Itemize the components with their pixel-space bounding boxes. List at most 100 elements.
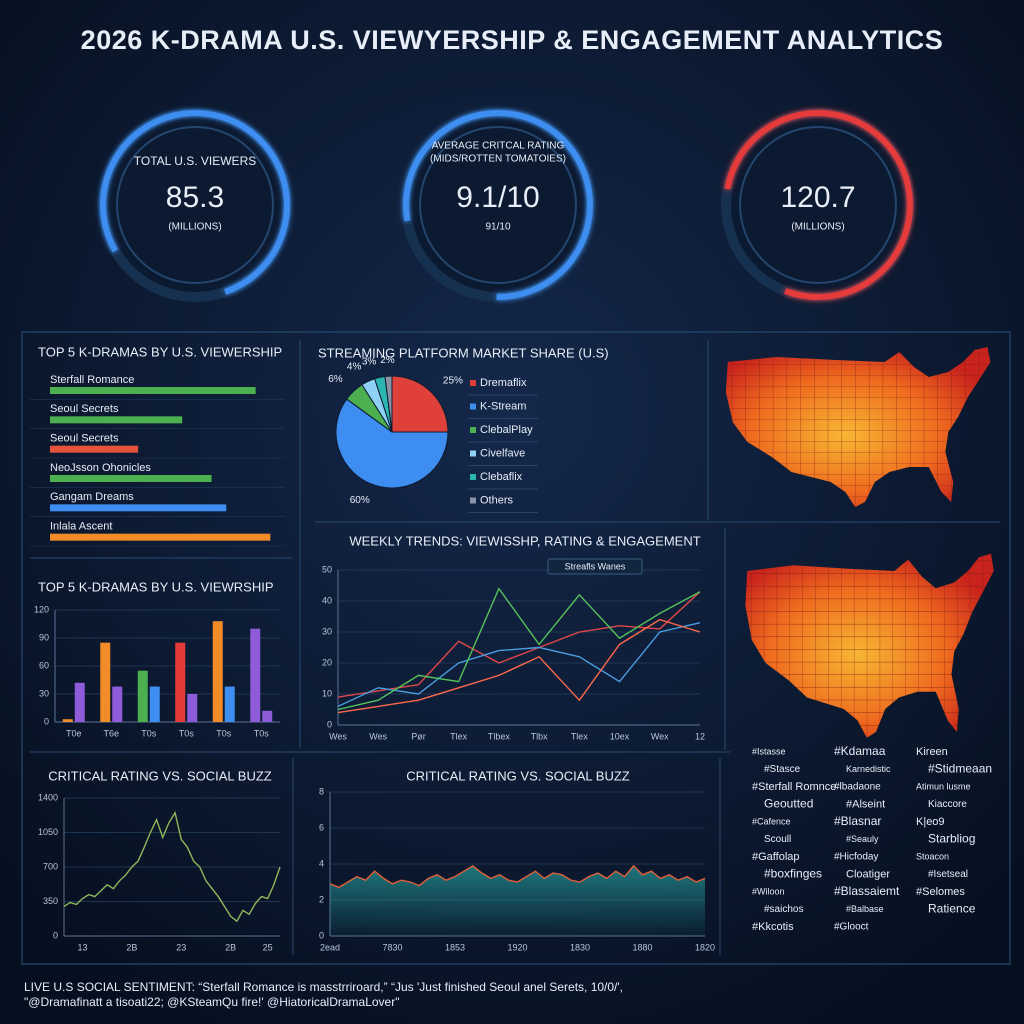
bar bbox=[175, 642, 186, 722]
bar bbox=[212, 621, 223, 722]
x-tick-label: Tlex bbox=[450, 731, 468, 741]
x-tick-label: 2ead bbox=[320, 942, 340, 952]
chart-title: CRITICAL RATING VS. SOCIAL BUZZ bbox=[48, 768, 271, 783]
x-tick-label: 12 bbox=[695, 731, 705, 741]
bar bbox=[187, 694, 198, 722]
y-tick-label: 1400 bbox=[38, 792, 58, 802]
x-tick-label: T6e bbox=[103, 728, 119, 738]
y-tick-label: 8 bbox=[319, 786, 324, 796]
y-tick-label: 0 bbox=[44, 716, 49, 726]
x-tick-label: 10ex bbox=[610, 731, 630, 741]
slice-label: 60% bbox=[350, 495, 370, 506]
y-tick-label: 0 bbox=[319, 930, 324, 940]
line bbox=[337, 587, 701, 711]
bar-label: Seoul Secrets bbox=[50, 403, 119, 415]
slice-label: 25% bbox=[443, 376, 463, 387]
bar bbox=[50, 504, 227, 512]
chart-title: WEEKLY TRENDS: VIEWISSHP, RATING & ENGAG… bbox=[349, 533, 700, 548]
line bbox=[337, 622, 701, 708]
x-tick-label: 2B bbox=[126, 942, 137, 952]
x-tick-label: 23 bbox=[176, 942, 186, 952]
bar-label: Seoul Secrets bbox=[50, 433, 119, 445]
kpi-label: TOTAL U.S. VIEWERS bbox=[134, 154, 256, 168]
word: #Kkcotis bbox=[752, 921, 794, 933]
legend-swatch bbox=[470, 497, 476, 504]
legend-swatch bbox=[470, 403, 476, 410]
y-tick-label: 120 bbox=[34, 604, 49, 614]
word: #Isetseal bbox=[928, 869, 968, 880]
word: #Cafence bbox=[752, 816, 791, 826]
word: #boxfinges bbox=[764, 867, 822, 881]
kpi-value: 9.1/10 bbox=[456, 181, 539, 214]
word: #Blasnar bbox=[834, 814, 881, 828]
y-tick-label: 1050 bbox=[38, 827, 58, 837]
x-tick-label: Wes bbox=[329, 731, 347, 741]
x-tick-label: Pør bbox=[411, 731, 426, 741]
word: #Hicfoday bbox=[834, 852, 878, 863]
x-tick-label: Tlbex bbox=[488, 731, 511, 741]
bar bbox=[50, 475, 212, 482]
gauge-arc bbox=[402, 110, 593, 300]
y-tick-label: 350 bbox=[43, 896, 58, 906]
line bbox=[337, 618, 701, 714]
bar-label: Gangam Dreams bbox=[50, 491, 134, 503]
x-tick-label: T0s bbox=[254, 728, 270, 738]
word: Stoacon bbox=[916, 851, 949, 861]
chart-title: STREAMING PLATFORM MARKET SHARE (U.S) bbox=[318, 345, 609, 360]
x-tick-label: 7830 bbox=[382, 942, 402, 952]
bar-label: NeoJsson Ohonicles bbox=[50, 462, 151, 474]
bar bbox=[250, 628, 261, 722]
x-tick-label: T0s bbox=[179, 728, 195, 738]
gauge-inner bbox=[116, 126, 274, 284]
slice-label: 4% bbox=[347, 361, 362, 372]
bar bbox=[62, 719, 73, 722]
word: #Stidmeaan bbox=[928, 762, 992, 776]
legend-swatch bbox=[470, 450, 476, 457]
x-tick-label: 1820 bbox=[695, 942, 715, 952]
word: Ratience bbox=[928, 902, 976, 916]
annotation-box bbox=[547, 558, 643, 575]
word: #lbadaone bbox=[834, 782, 881, 793]
chart-title: TOP 5 K-DRAMAS BY U.S. VIEWERSHIP bbox=[38, 344, 282, 359]
y-tick-label: 20 bbox=[322, 657, 332, 667]
word: #Sterfall Romnce bbox=[752, 781, 836, 793]
word: Starbliog bbox=[928, 832, 975, 846]
word: Karnedistic bbox=[846, 764, 891, 774]
x-tick-label: Tlbx bbox=[531, 731, 549, 741]
x-tick-label: 13 bbox=[78, 942, 88, 952]
x-tick-label: 1830 bbox=[570, 942, 590, 952]
y-tick-label: 2 bbox=[319, 894, 324, 904]
bar bbox=[50, 387, 256, 394]
bar bbox=[224, 686, 235, 722]
line bbox=[63, 810, 281, 923]
word: Geoutted bbox=[764, 797, 813, 811]
y-tick-label: 4 bbox=[319, 858, 324, 868]
pie-slice bbox=[335, 398, 449, 489]
legend-swatch bbox=[470, 380, 476, 386]
annotation: Streafls Wanes bbox=[565, 561, 626, 571]
bar bbox=[50, 533, 271, 541]
y-tick-label: 0 bbox=[327, 719, 332, 729]
bar bbox=[137, 670, 148, 722]
word: #Alseint bbox=[846, 798, 885, 810]
bar-label: Sterfall Romance bbox=[50, 374, 134, 386]
gauge-arc bbox=[100, 110, 290, 300]
pie-slice bbox=[384, 375, 393, 433]
y-tick-label: 50 bbox=[322, 564, 332, 574]
bar bbox=[112, 686, 123, 722]
bar bbox=[50, 445, 139, 453]
y-tick-label: 700 bbox=[43, 861, 58, 871]
bar bbox=[262, 710, 273, 722]
legend-swatch bbox=[470, 427, 476, 433]
x-tick-label: T0e bbox=[66, 728, 82, 738]
word: #Gaffolap bbox=[752, 851, 800, 863]
chart-title: TOP 5 K-DRAMAS BY U.S. VIEWRSHIP bbox=[38, 579, 274, 594]
word: #saichos bbox=[764, 904, 803, 915]
word: Atimun lusme bbox=[916, 781, 971, 791]
kpi-unit: (MILLIONS) bbox=[791, 222, 844, 233]
word: #Stasce bbox=[764, 764, 801, 775]
line bbox=[329, 864, 706, 889]
legend-label: Dremaflix bbox=[480, 377, 527, 389]
